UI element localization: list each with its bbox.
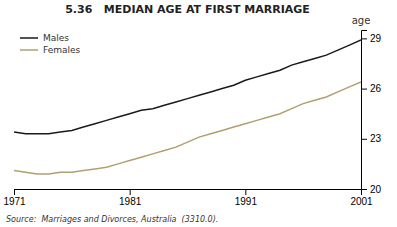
x-tick-mark — [245, 189, 246, 195]
legend-item: Males — [20, 33, 69, 43]
y-tick-label: 20 — [370, 184, 382, 195]
x-tick: 1971 — [3, 189, 26, 207]
y-tick-label: 29 — [370, 33, 382, 44]
x-tick-label: 1981 — [119, 196, 142, 207]
x-tick: 1991 — [235, 189, 258, 207]
x-tick-label: 1991 — [235, 196, 258, 207]
y-tick: 20 — [361, 184, 382, 195]
y-tick: 29 — [361, 33, 382, 44]
x-axis: 1971 1981 1991 2001 — [3, 189, 373, 207]
series-line — [14, 82, 361, 174]
chart: 1971 1981 1991 200120 23 26 29 Males Females 5.36… — [0, 0, 397, 227]
marks — [14, 40, 361, 174]
x-tick-label: 1971 — [3, 196, 26, 207]
x-axis-line — [15, 190, 362, 196]
y-tick: 26 — [361, 83, 382, 94]
x-tick-mark — [14, 189, 15, 195]
y-axis-title: age — [352, 15, 371, 26]
y-tick-mark — [361, 38, 367, 39]
x-tick-mark — [130, 189, 131, 195]
y-tick-label: 26 — [370, 83, 382, 94]
x-tick-label: 2001 — [350, 196, 373, 207]
series-line — [14, 40, 361, 134]
y-axis-line — [362, 31, 368, 190]
legend-label: Males — [43, 33, 69, 43]
x-tick: 1981 — [119, 189, 142, 207]
y-tick-mark — [361, 189, 367, 190]
plot-area: 1971 1981 1991 200120 23 26 29 Males Females — [3, 31, 381, 208]
legend: Males Females — [20, 33, 81, 55]
y-tick: 23 — [361, 133, 382, 144]
legend-label: Females — [43, 45, 81, 55]
title: 5.36 MEDIAN AGE AT FIRST MARRIAGE — [65, 3, 310, 16]
y-tick-label: 23 — [370, 133, 382, 144]
legend-swatch — [20, 49, 38, 51]
legend-swatch — [20, 37, 38, 39]
y-axis: 20 23 26 29 — [361, 31, 382, 195]
y-tick-mark — [361, 139, 367, 140]
source-note: Source: Marriages and Divorces, Australi… — [6, 215, 218, 224]
y-tick-mark — [361, 89, 367, 90]
legend-item: Females — [20, 45, 81, 55]
